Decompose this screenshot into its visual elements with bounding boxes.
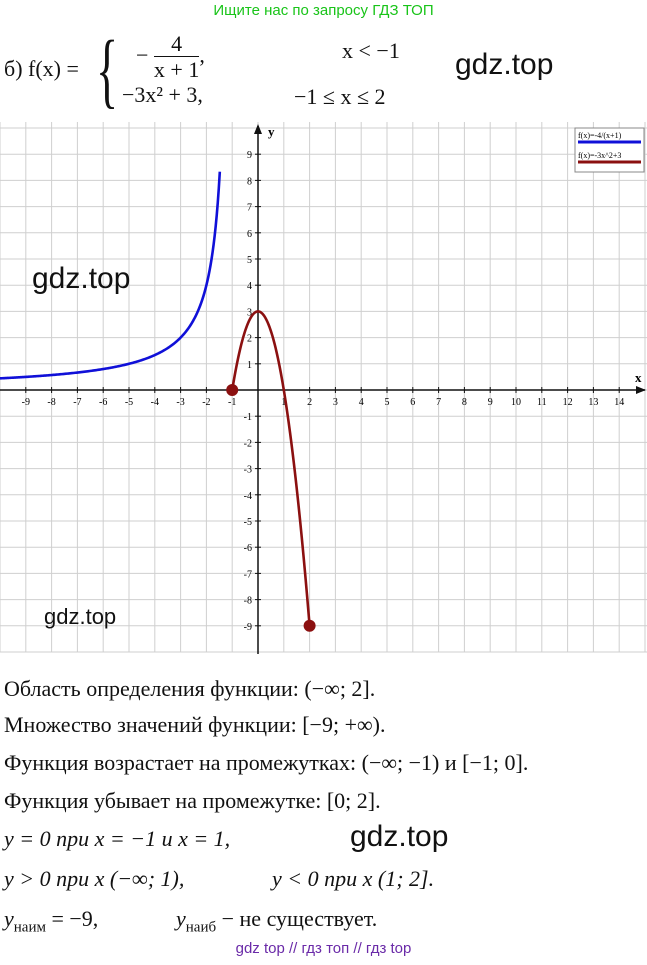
x-tick-label: 6 (410, 397, 415, 408)
y-tick-label: -3 (244, 465, 252, 476)
y-tick-label: 1 (247, 360, 252, 371)
y-tick-label: -7 (244, 569, 252, 580)
piecewise-formula: б) f(x) = { − 4 x + 1 , x < −1 −3x² + 3,… (4, 24, 444, 117)
x-tick-label: 3 (333, 397, 338, 408)
case-1-minus: − (136, 42, 149, 68)
y-tick-label: 2 (247, 334, 252, 345)
x-tick-label: -5 (125, 397, 133, 408)
formula-label: б) f(x) = (4, 56, 79, 81)
search-banner[interactable]: Ищите нас по запросу ГДЗ ТОП (213, 2, 434, 19)
x-tick-label: -8 (47, 397, 55, 408)
ymin-symbol: y (4, 906, 14, 931)
y-tick-label: -9 (244, 622, 252, 633)
range-line: Множество значений функции: [−9; +∞). (4, 712, 386, 737)
watermark-top-right: gdz.top (455, 48, 554, 81)
case-2-condition: −1 ≤ x ≤ 2 (294, 84, 386, 109)
increasing-line: Функция возрастает на промежутках: (−∞; … (4, 750, 529, 775)
ymax-value: − не существует. (216, 906, 378, 931)
legend-label: f(x)=-3x^2+3 (578, 151, 621, 160)
y-tick-label: -1 (244, 412, 252, 423)
y-tick-label: 7 (247, 203, 252, 214)
y-axis-label: y (268, 124, 275, 139)
x-tick-label: -3 (176, 397, 184, 408)
y-tick-label: 6 (247, 229, 252, 240)
footer-links[interactable]: gdz top // гдз топ // гдз top (235, 940, 412, 957)
x-tick-label: -4 (151, 397, 159, 408)
function-graph: xy-9 -8 -7 -6 -5 -4 -3 -2 -1 1 2 3 4 5 6 7 8 9 10 11 12 13 149… (0, 122, 647, 654)
case-1-fraction: 4 x + 1 (153, 32, 200, 83)
x-tick-label: 2 (307, 397, 312, 408)
ymin-subscript: наим (13, 919, 46, 936)
endpoint-marker (303, 619, 316, 632)
y-tick-label: -6 (244, 543, 252, 554)
x-tick-label: 4 (359, 397, 364, 408)
x-tick-label: 8 (462, 397, 467, 408)
case-1-expression: − 4 x + 1 , (136, 32, 205, 83)
case-1-condition: x < −1 (342, 38, 400, 63)
legend-box (574, 127, 645, 173)
fraction-denominator: x + 1 (153, 57, 200, 82)
x-tick-label: -2 (202, 397, 210, 408)
x-tick-label: 10 (511, 397, 521, 408)
x-tick-label: 12 (563, 397, 573, 408)
x-tick-label: 1 (281, 397, 286, 408)
x-tick-label: 5 (385, 397, 390, 408)
y-tick-label: 3 (247, 307, 252, 318)
watermark-text-area: gdz.top (350, 820, 449, 853)
watermark-graph-bottom: gdz.top (44, 604, 117, 629)
positive-line: y > 0 при x (−∞; 1), (4, 866, 185, 891)
x-tick-label: 13 (588, 397, 598, 408)
min-value-line: yнаим = −9, (4, 906, 98, 936)
max-value-line: yнаиб − не существует. (176, 906, 377, 936)
x-tick-label: -9 (22, 397, 30, 408)
case-2-expression: −3x² + 3, (122, 82, 203, 107)
y-tick-label: -8 (244, 596, 252, 607)
y-axis-arrow (254, 124, 262, 134)
watermark-graph-left: gdz.top (32, 262, 131, 295)
x-tick-label: -7 (73, 397, 81, 408)
y-tick-label: 5 (247, 255, 252, 266)
series-line-hyperbola (0, 171, 222, 380)
x-tick-label: 14 (614, 397, 624, 408)
zeros-line: y = 0 при x = −1 и x = 1, (4, 826, 231, 851)
x-axis-label: x (635, 370, 642, 385)
x-tick-label: 9 (488, 397, 493, 408)
decreasing-line: Функция убывает на промежутке: [0; 2]. (4, 788, 381, 813)
fraction-numerator: 4 (153, 32, 200, 57)
y-tick-label: 9 (247, 150, 252, 161)
x-tick-label: 7 (436, 397, 441, 408)
ymin-value: = −9, (45, 906, 99, 931)
ymax-subscript: наиб (185, 919, 217, 936)
legend-label: f(x)=-4/(x+1) (578, 131, 622, 140)
endpoint-marker (226, 384, 239, 396)
x-tick-label: 11 (537, 397, 547, 408)
y-tick-label: -4 (244, 491, 252, 502)
x-tick-label: -6 (99, 397, 107, 408)
series-line-parabola (230, 310, 311, 626)
negative-line: y < 0 при x (1; 2]. (272, 866, 435, 891)
y-tick-label: -5 (244, 517, 252, 528)
left-brace: { (96, 24, 119, 117)
case-1-comma: , (199, 42, 205, 68)
x-tick-label: -1 (228, 397, 236, 408)
y-tick-label: 4 (247, 281, 252, 292)
y-tick-label: -2 (244, 438, 252, 449)
y-tick-label: 8 (247, 176, 252, 187)
x-axis-arrow (636, 386, 646, 394)
domain-line: Область определения функции: (−∞; 2]. (4, 676, 376, 701)
ymax-symbol: y (176, 906, 186, 931)
